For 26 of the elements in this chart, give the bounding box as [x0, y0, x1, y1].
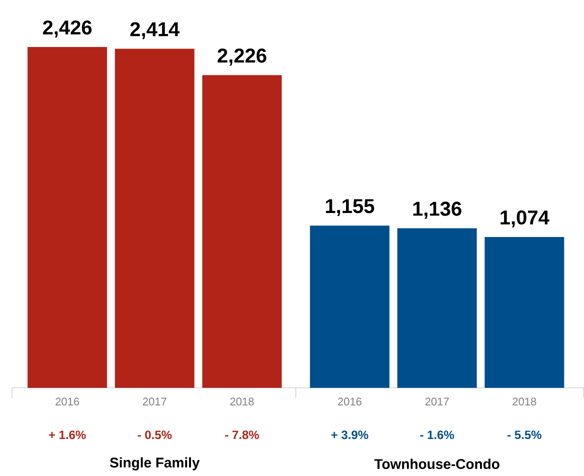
text: - 0.5%	[138, 430, 172, 440]
text: - 5.5%	[508, 430, 542, 440]
data-label: 2,226	[218, 48, 266, 66]
bar	[310, 226, 390, 388]
text: - 1.6%	[420, 430, 454, 440]
data-label: 1,155	[326, 199, 374, 216]
x-tick-label: 2018	[512, 398, 536, 406]
bar	[114, 48, 194, 388]
text: + 3.9%	[331, 430, 368, 440]
text: - 7.8%	[225, 430, 259, 440]
x-tick-label: 2016	[338, 398, 362, 406]
bar	[397, 228, 477, 388]
x-tick-label: 2017	[425, 398, 449, 406]
bar	[28, 47, 108, 388]
text: + 1.6%	[48, 430, 86, 440]
text: Townhouse-Condo	[374, 458, 500, 470]
data-label: 2,414	[130, 22, 180, 40]
bar	[202, 75, 282, 388]
x-tick-label: 2018	[230, 398, 254, 406]
text: Single Family	[110, 457, 200, 470]
data-label: 1,136	[413, 202, 462, 219]
data-label: 2,426	[42, 20, 92, 38]
data-label: 1,074	[500, 210, 550, 228]
bar	[484, 237, 564, 388]
x-tick-label: 2016	[56, 398, 80, 406]
x-tick-label: 2017	[142, 398, 166, 406]
